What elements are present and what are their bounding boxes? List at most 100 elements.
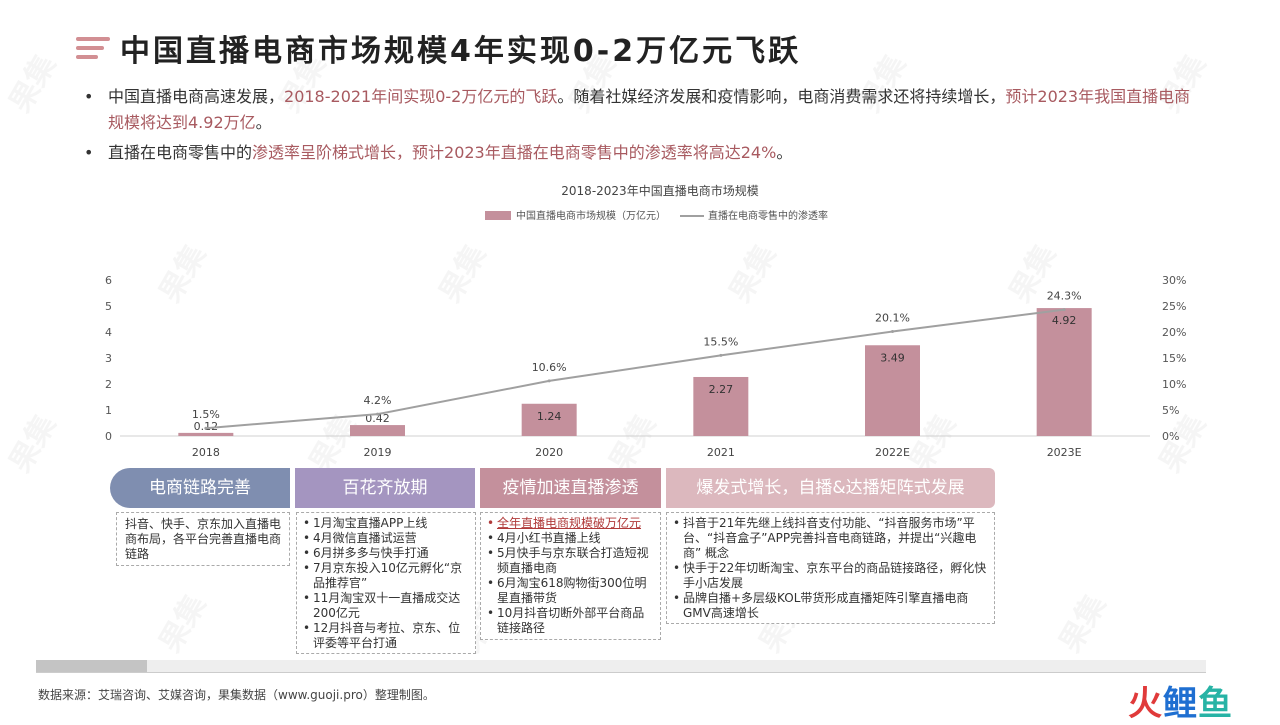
bar-2020 <box>521 403 577 436</box>
phase-detail-4: 抖音于21年先继上线抖音支付功能、“抖音服务市场”平台、“抖音盒子”APP完善抖… <box>666 512 995 624</box>
y-left-tick-label: 3 <box>105 352 112 365</box>
data-source-note: 数据来源：艾瑞咨询、艾媒咨询，果集数据（www.guoji.pro）整理制图。 <box>38 688 435 702</box>
watermark-text: 果集 <box>0 45 64 119</box>
bar-data-label: 1.24 <box>537 410 562 423</box>
phase-header-2: 百花齐放期 <box>295 468 475 508</box>
phase-2-item: 12月抖音与考拉、京东、位评委等平台打通 <box>303 621 469 651</box>
phase-header-3: 疫情加速直播渗透 <box>480 468 661 508</box>
phase-header-1: 电商链路完善 <box>110 468 290 508</box>
page-title: 中国直播电商市场规模4年实现0-2万亿元飞跃 <box>120 34 802 69</box>
line-point-2019 <box>376 412 379 416</box>
y-left-tick-label: 6 <box>105 274 112 287</box>
bullet-2: 直播在电商零售中的渗透率呈阶梯式增长，预计2023年直播在电商零售中的渗透率将高… <box>84 140 1194 166</box>
phase-4-item: 快手于22年切断淘宝、京东平台的商品链接路径，孵化快手小店发展 <box>673 561 988 591</box>
y-right-tick-label: 5% <box>1162 404 1179 417</box>
phase-4-item: 品牌自播+多层级KOL带货形成直播矩阵引擎直播电商GMV高速增长 <box>673 591 988 621</box>
bullet-1-part-1: 中国直播电商高速发展， <box>108 87 285 106</box>
y-right-tick-label: 10% <box>1162 378 1186 391</box>
bar-2023E <box>1036 308 1092 436</box>
x-tick-label: 2023E <box>1047 446 1082 459</box>
bar-data-label: 2.27 <box>709 383 734 396</box>
y-right-tick-label: 30% <box>1162 274 1186 287</box>
watermark-text: 果集 <box>1046 585 1114 659</box>
phase-2-item: 6月拼多多与快手打通 <box>303 546 469 561</box>
logo-char-3: 鱼 <box>1198 684 1233 724</box>
watermark-text: 果集 <box>0 405 64 479</box>
x-tick-label: 2018 <box>192 446 220 459</box>
phase-title-4: 爆发式增长，自播&达播矩阵式发展 <box>696 478 965 498</box>
y-left-tick-label: 0 <box>105 430 112 443</box>
bullet-1-part-2: 2018-2021年间实现0-2万亿元的飞跃 <box>284 87 558 106</box>
bar-data-label: 0.12 <box>194 420 219 433</box>
chart-title: 2018-2023年中国直播电商市场规模 <box>561 183 758 198</box>
y-left-tick-label: 5 <box>105 300 112 313</box>
bar-2018 <box>178 432 234 436</box>
watermark-text: 果集 <box>146 585 214 659</box>
y-left-tick-label: 4 <box>105 326 112 339</box>
phase-2-item: 1月淘宝直播APP上线 <box>303 516 469 531</box>
penetration-rate-line <box>205 308 1065 430</box>
bullet-2-part-1: 直播在电商零售中的 <box>108 143 253 162</box>
summary-bullets: 中国直播电商高速发展，2018-2021年间实现0-2万亿元的飞跃。随着社媒经济… <box>84 84 1194 170</box>
phase-detail-1: 抖音、快手、京东加入直播电商布局，各平台完善直播电商链路 <box>116 512 290 566</box>
phase-3-item: 5月快手与京东联合打造短视频直播电商 <box>487 546 654 576</box>
bar-2019 <box>350 425 405 436</box>
y-right-tick-label: 0% <box>1162 430 1179 443</box>
x-tick-label: 2022E <box>875 446 910 459</box>
line-data-label: 24.3% <box>1047 290 1082 303</box>
footer-divider <box>36 672 1206 673</box>
bullet-2-part-3: 。 <box>776 143 793 162</box>
y-right-tick-label: 20% <box>1162 326 1186 339</box>
phase-2-item: 11月淘宝双十一直播成交达200亿元 <box>303 591 469 621</box>
phase-2-item: 4月微信直播试运营 <box>303 531 469 546</box>
phase-title-3: 疫情加速直播渗透 <box>502 478 639 498</box>
logo-char-1: 火 <box>1128 684 1163 724</box>
phase-title-2: 百花齐放期 <box>342 478 428 498</box>
logo-char-2: 鲤 <box>1163 684 1198 724</box>
x-tick-label: 2019 <box>364 446 392 459</box>
x-tick-label: 2020 <box>535 446 563 459</box>
bar-2021 <box>693 376 749 436</box>
phase-header-4: 爆发式增长，自播&达播矩阵式发展 <box>666 468 995 508</box>
title-decoration-icon <box>76 35 110 61</box>
bar-2022E <box>865 345 920 436</box>
slide-progress-bar <box>36 660 1206 672</box>
brand-logo: 火鲤鱼 <box>1128 676 1233 725</box>
legend-bar-swatch <box>485 211 511 220</box>
phase-1-text: 抖音、快手、京东加入直播电商布局，各平台完善直播电商链路 <box>125 517 282 561</box>
phase-title-1: 电商链路完善 <box>149 478 251 498</box>
line-point-2021 <box>719 353 723 357</box>
phase-2-item: 7月京东投入10亿元孵化“京品推荐官” <box>303 561 469 591</box>
y-right-tick-label: 25% <box>1162 300 1186 313</box>
line-data-label: 4.2% <box>364 394 392 407</box>
y-right-tick-label: 15% <box>1162 352 1186 365</box>
x-tick-label: 2021 <box>707 446 735 459</box>
phase-3-item: 6月淘宝618购物街300位明星直播带货 <box>487 576 654 606</box>
phase-3-item: 4月小红书直播上线 <box>487 531 654 546</box>
line-point-2023E <box>1062 308 1066 312</box>
line-data-label: 1.5% <box>192 408 220 421</box>
line-data-label: 20.1% <box>875 311 910 324</box>
phase-detail-2: 1月淘宝直播APP上线 4月微信直播试运营 6月拼多多与快手打通 7月京东投入1… <box>296 512 476 654</box>
bullet-1-part-5: 。 <box>255 113 272 132</box>
slide-progress-fill <box>36 660 148 672</box>
bullet-1: 中国直播电商高速发展，2018-2021年间实现0-2万亿元的飞跃。随着社媒经济… <box>84 84 1194 136</box>
line-data-label: 15.5% <box>703 335 738 348</box>
y-left-tick-label: 2 <box>105 378 112 391</box>
y-left-tick-label: 1 <box>105 404 112 417</box>
phase-4-item: 抖音于21年先继上线抖音支付功能、“抖音服务市场”平台、“抖音盒子”APP完善抖… <box>673 516 988 561</box>
phase-3-item: 10月抖音切断外部平台商品链接路径 <box>487 606 654 636</box>
line-point-2020 <box>547 379 551 383</box>
bar-data-label: 4.92 <box>1052 314 1077 327</box>
line-point-2018 <box>204 426 208 430</box>
phase-detail-3: 全年直播电商规模破万亿元 4月小红书直播上线 5月快手与京东联合打造短视频直播电… <box>480 512 661 640</box>
phase-3-item-highlight: 全年直播电商规模破万亿元 <box>487 516 654 531</box>
bullet-1-part-3: 。随着社媒经济发展和疫情影响，电商消费需求还将持续增长， <box>557 87 1006 106</box>
bullet-2-part-2: 渗透率呈阶梯式增长，预计2023年直播在电商零售中的渗透率将高达24% <box>252 143 777 162</box>
line-data-label: 10.6% <box>532 361 567 374</box>
line-point-2022E <box>891 329 894 333</box>
title-bar: 中国直播电商市场规模4年实现0-2万亿元飞跃 <box>76 28 802 69</box>
legend-bar-label: 中国直播电商市场规模（万亿元） <box>516 209 666 222</box>
bullet-1-part-4: 预计2023年我国直播电商规模将达到4.92万亿 <box>108 87 1191 132</box>
